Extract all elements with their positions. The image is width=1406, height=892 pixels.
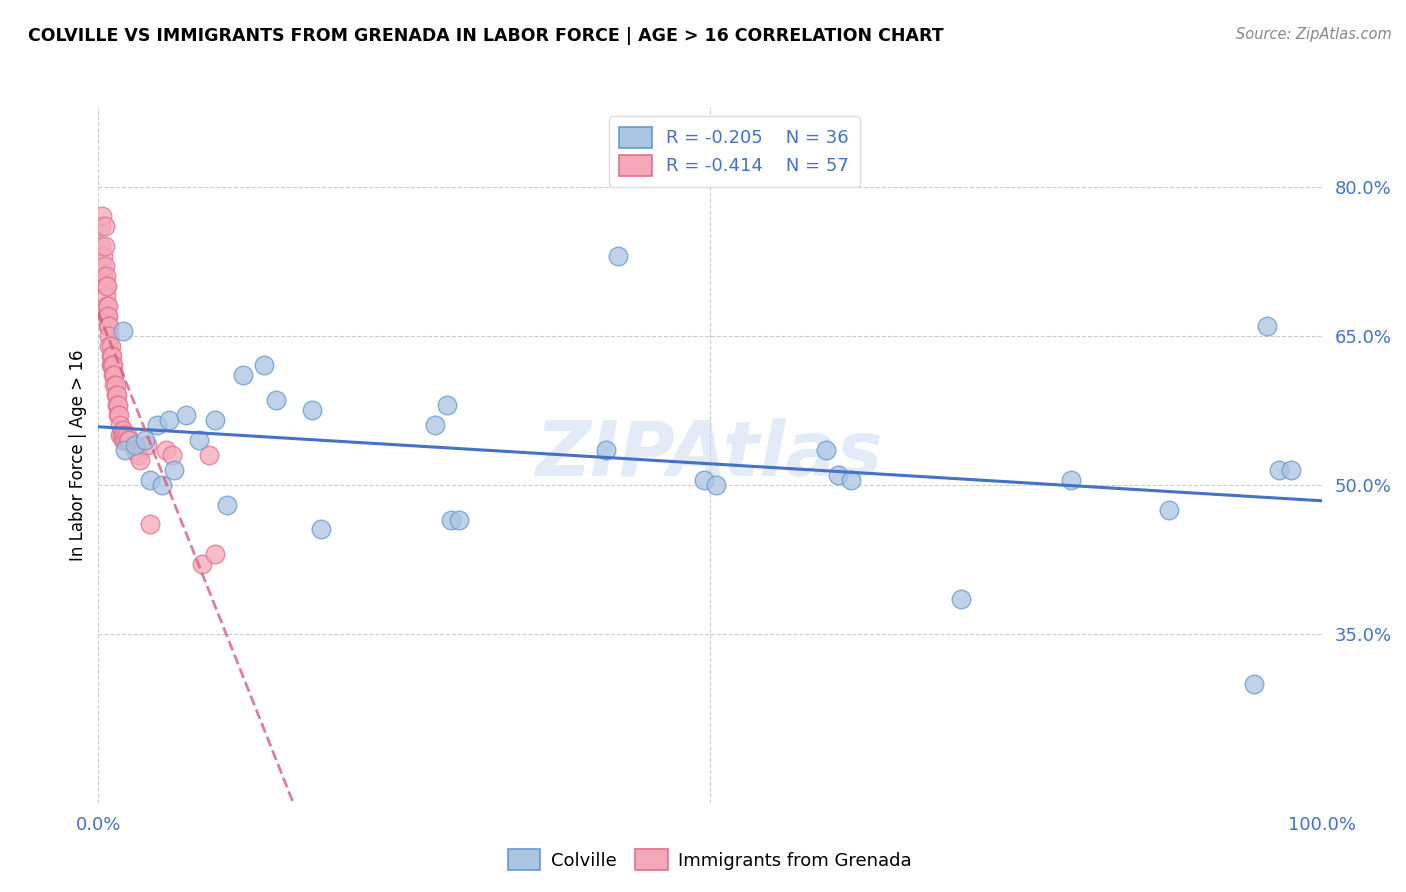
Point <box>264 393 287 408</box>
Point <box>114 442 136 457</box>
Point <box>118 433 141 447</box>
Y-axis label: In Labor Force | Age > 16: In Labor Force | Age > 16 <box>69 349 87 561</box>
Point <box>111 423 134 437</box>
Point <box>94 268 117 283</box>
Point <box>204 413 226 427</box>
Point <box>90 219 112 234</box>
Point <box>124 438 146 452</box>
Point <box>139 517 162 532</box>
Point <box>827 467 849 482</box>
Point <box>100 338 122 352</box>
Point <box>1060 473 1083 487</box>
Point <box>197 448 219 462</box>
Point <box>1243 676 1265 690</box>
Point <box>97 299 120 313</box>
Text: ZIPAtlas: ZIPAtlas <box>536 418 884 491</box>
Point <box>423 418 446 433</box>
Point <box>101 368 124 383</box>
Point <box>103 368 125 383</box>
Point <box>309 523 332 537</box>
Point <box>839 473 862 487</box>
Point <box>110 418 132 433</box>
Legend: Colville, Immigrants from Grenada: Colville, Immigrants from Grenada <box>501 842 920 877</box>
Point <box>136 438 159 452</box>
Point <box>97 309 120 323</box>
Point <box>191 558 214 572</box>
Point <box>176 408 198 422</box>
Point <box>105 388 128 402</box>
Point <box>96 299 118 313</box>
Point <box>101 349 124 363</box>
Point <box>117 433 139 447</box>
Point <box>949 592 972 607</box>
Point <box>146 418 169 433</box>
Point <box>129 453 152 467</box>
Point <box>100 359 122 373</box>
Point <box>91 268 114 283</box>
Point <box>110 428 132 442</box>
Point <box>93 219 115 234</box>
Point <box>124 442 146 457</box>
Point <box>105 398 128 412</box>
Point <box>440 512 463 526</box>
Point <box>301 403 323 417</box>
Point <box>93 259 115 273</box>
Point <box>93 239 115 253</box>
Text: Source: ZipAtlas.com: Source: ZipAtlas.com <box>1236 27 1392 42</box>
Point <box>1268 463 1291 477</box>
Point <box>160 448 183 462</box>
Point <box>101 359 124 373</box>
Point <box>1157 502 1180 516</box>
Point <box>107 408 129 422</box>
Point <box>204 547 226 561</box>
Point <box>114 433 136 447</box>
Point <box>436 398 458 412</box>
Point <box>595 442 617 457</box>
Point <box>98 318 121 333</box>
Point <box>94 289 117 303</box>
Point <box>112 428 135 442</box>
Point <box>115 428 138 442</box>
Point <box>1279 463 1302 477</box>
Point <box>139 473 162 487</box>
Point <box>107 398 129 412</box>
Point <box>98 338 121 352</box>
Point <box>111 428 134 442</box>
Text: COLVILLE VS IMMIGRANTS FROM GRENADA IN LABOR FORCE | AGE > 16 CORRELATION CHART: COLVILLE VS IMMIGRANTS FROM GRENADA IN L… <box>28 27 943 45</box>
Point <box>232 368 254 383</box>
Point <box>815 442 838 457</box>
Point <box>693 473 716 487</box>
Point <box>163 463 186 477</box>
Point <box>94 279 117 293</box>
Point <box>134 433 156 447</box>
Point <box>1256 318 1278 333</box>
Point <box>704 477 727 491</box>
Point <box>215 498 238 512</box>
Point <box>91 259 114 273</box>
Point <box>100 349 122 363</box>
Point <box>96 279 118 293</box>
Point <box>111 324 134 338</box>
Point <box>103 378 125 392</box>
Point <box>98 328 121 343</box>
Point <box>155 442 177 457</box>
Point <box>96 309 118 323</box>
Point <box>108 408 131 422</box>
Point <box>97 318 120 333</box>
Point <box>127 448 149 462</box>
Point <box>157 413 180 427</box>
Point <box>91 210 114 224</box>
Point <box>104 378 127 392</box>
Point <box>104 388 127 402</box>
Point <box>150 477 173 491</box>
Point <box>252 359 274 373</box>
Point <box>90 239 112 253</box>
Point <box>91 249 114 263</box>
Point <box>101 359 124 373</box>
Point <box>111 433 134 447</box>
Point <box>449 512 471 526</box>
Point <box>607 249 630 263</box>
Point <box>187 433 209 447</box>
